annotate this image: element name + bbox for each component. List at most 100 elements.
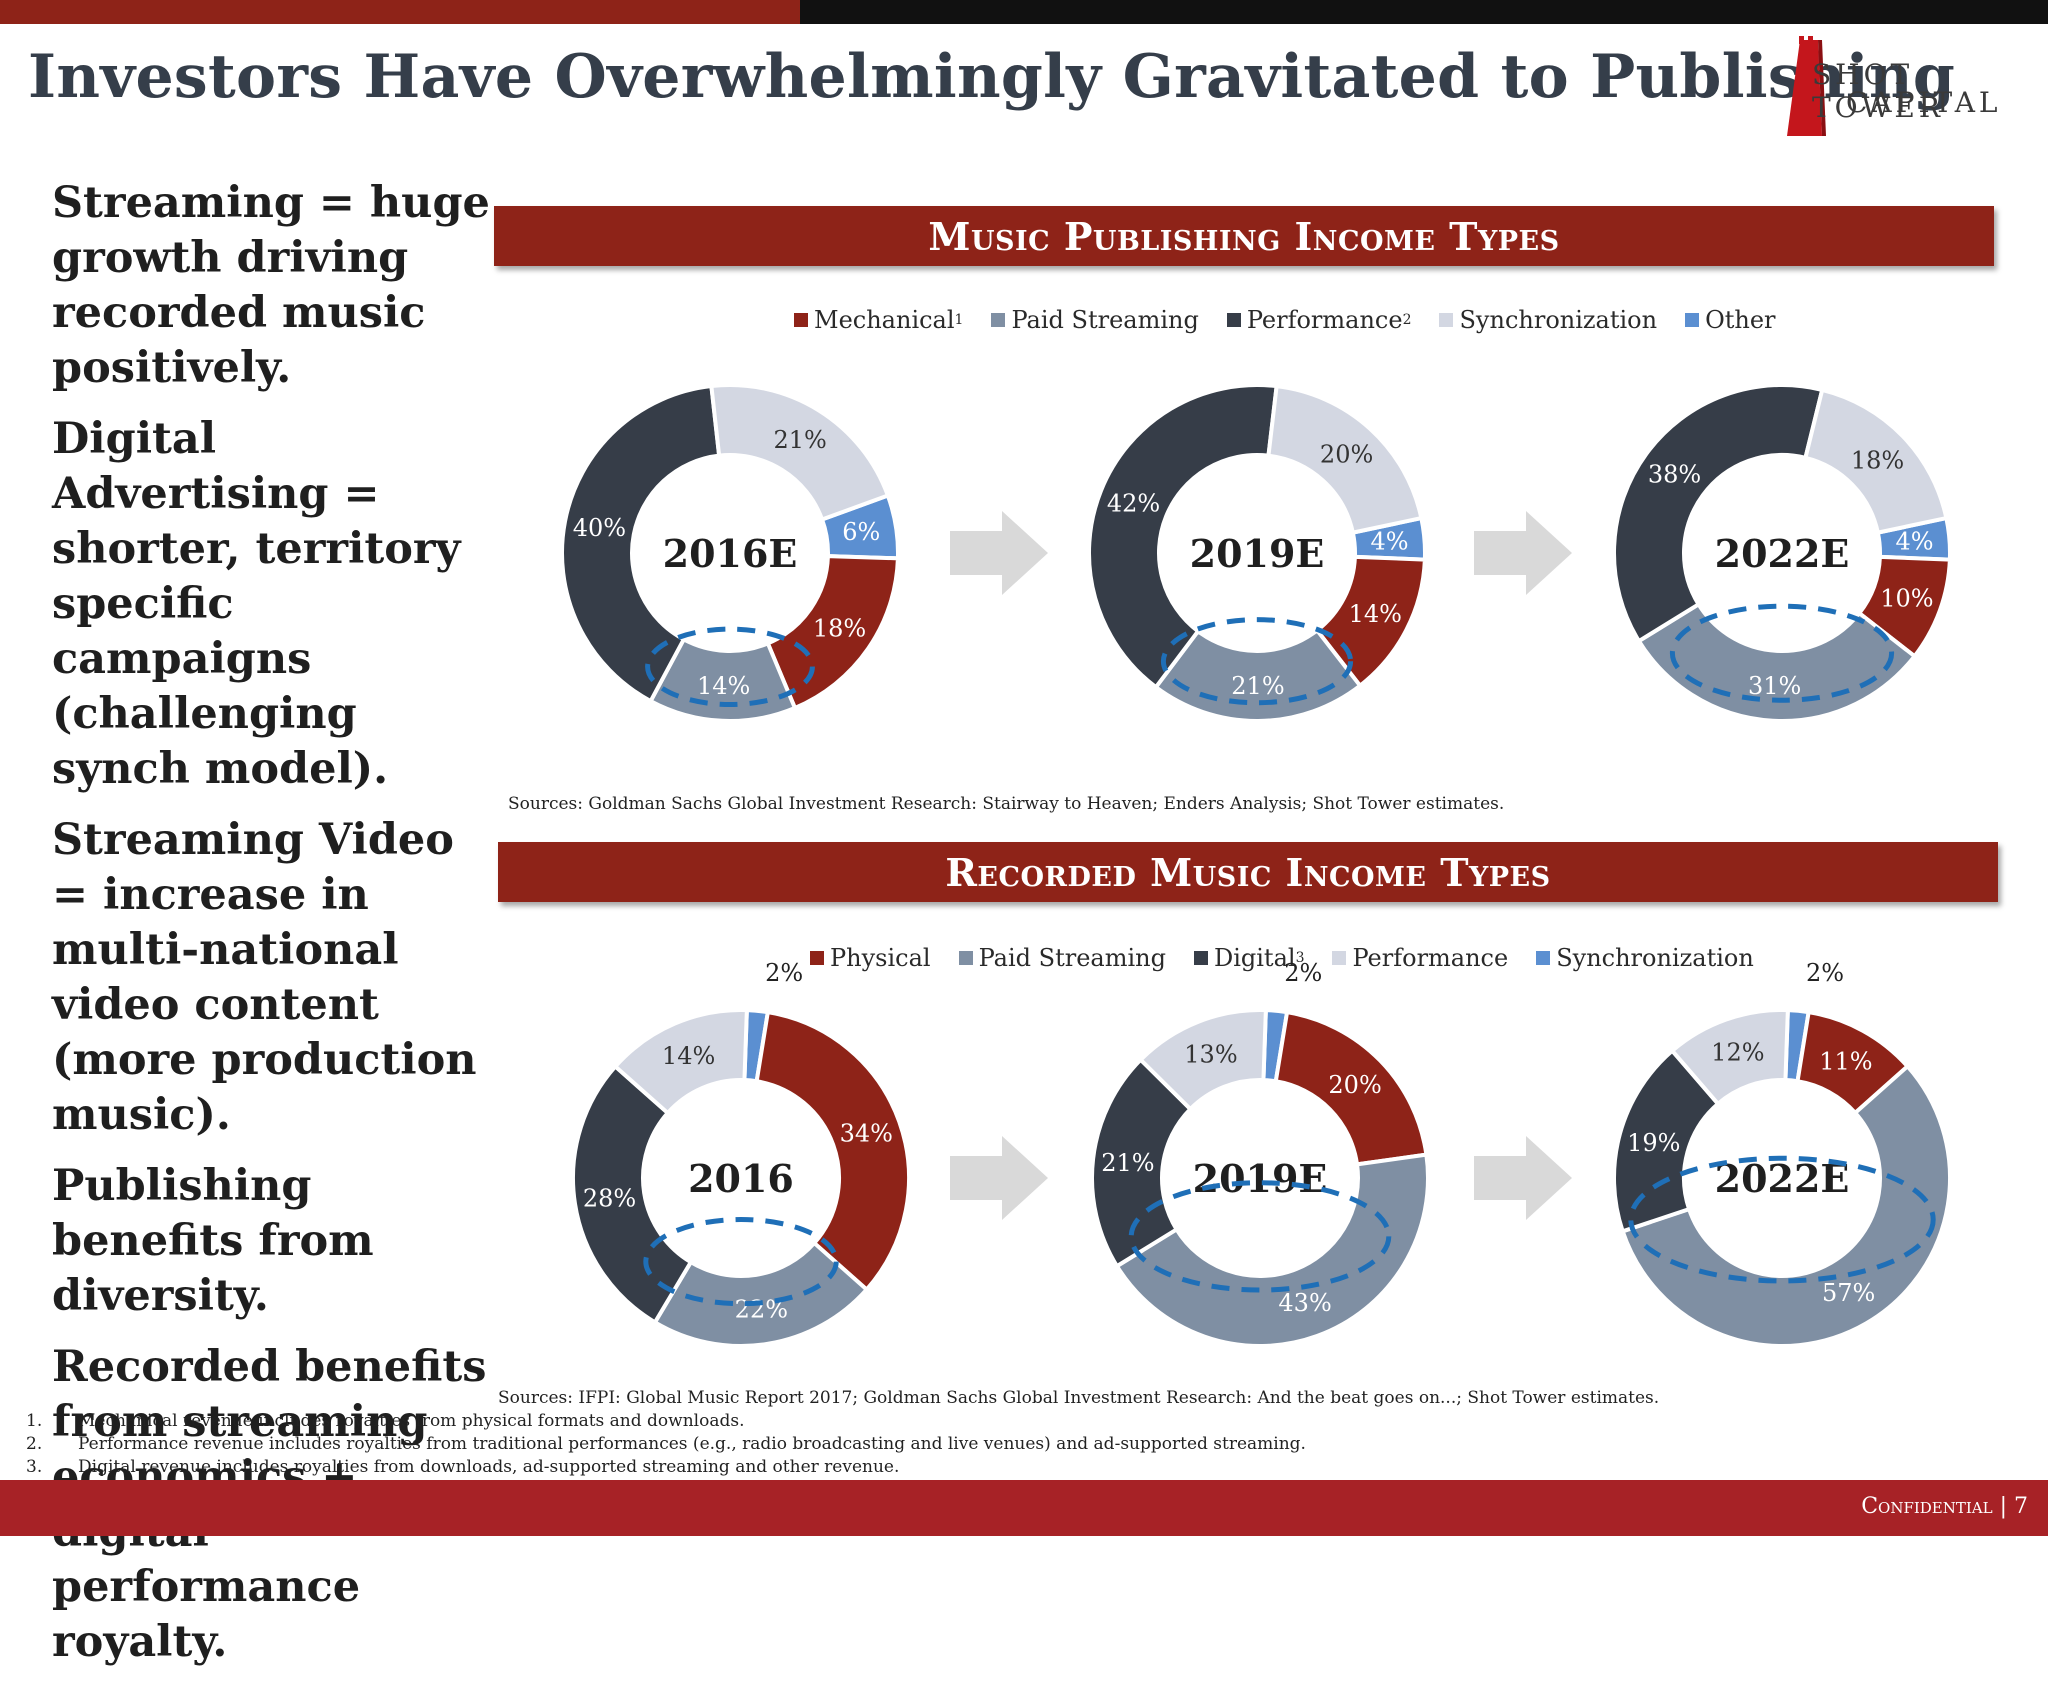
slice-label: 4% bbox=[1895, 528, 1933, 556]
legend-item: Paid Streaming bbox=[991, 306, 1199, 334]
legend-item: Synchronization bbox=[1536, 944, 1754, 972]
publishing-section-banner: Music Publishing Income Types bbox=[494, 206, 1994, 266]
donut-segment bbox=[1636, 601, 1918, 723]
legend-label: Performance bbox=[1352, 944, 1509, 972]
key-point: Streaming Video = increase in multi-nati… bbox=[52, 815, 477, 1140]
slice-label: 40% bbox=[573, 514, 626, 542]
slice-label: 6% bbox=[842, 518, 880, 546]
slice-label: 21% bbox=[1101, 1149, 1154, 1177]
key-point: Digital Advertising = shorter, territory… bbox=[52, 414, 461, 794]
highlight-ellipse bbox=[1128, 1180, 1392, 1293]
donut-segment bbox=[571, 1063, 694, 1326]
publishing-source: Sources: Goldman Sachs Global Investment… bbox=[508, 794, 1505, 814]
publishing-legend: Mechanical 1 Paid Streaming Performance 2 … bbox=[794, 306, 1804, 334]
slice-label: 20% bbox=[1328, 1071, 1381, 1099]
slice-label: 10% bbox=[1880, 585, 1933, 613]
slice-label: 4% bbox=[1370, 528, 1408, 556]
donut-charts: 6% 18% 14% 40% 21% 2016E 4% 14% 21% 42% 20% 2019E 4%… bbox=[560, 383, 1952, 1348]
key-point: Publishing benefits from diversity. bbox=[52, 1161, 374, 1321]
legend-label: Paid Streaming bbox=[978, 944, 1166, 972]
slice-label: 38% bbox=[1648, 461, 1701, 489]
donut-segment bbox=[709, 383, 891, 523]
legend-sup: 1 bbox=[954, 312, 964, 328]
legend-item: Paid Streaming bbox=[958, 944, 1166, 972]
legend-label: Synchronization bbox=[1459, 306, 1658, 334]
legend-label: Synchronization bbox=[1556, 944, 1754, 972]
slice-label: 14% bbox=[1349, 600, 1402, 628]
legend-item: Synchronization bbox=[1439, 306, 1657, 334]
legend-item: Performance 2 bbox=[1226, 306, 1411, 334]
donut-segment bbox=[1137, 1008, 1268, 1112]
donut-center-label: 2019E bbox=[1193, 1156, 1328, 1201]
donut-segment bbox=[1669, 1008, 1790, 1107]
legend-item: Physical bbox=[810, 944, 931, 972]
highlight-ellipse bbox=[645, 626, 815, 707]
slice-label: 21% bbox=[773, 426, 826, 454]
arrow-icon bbox=[950, 511, 1048, 595]
footnote-number: 1. bbox=[26, 1411, 43, 1431]
legend-item: Mechanical 1 bbox=[794, 306, 963, 334]
highlight-ellipse bbox=[643, 1217, 839, 1307]
legend-swatch bbox=[794, 313, 808, 327]
slice-label: 14% bbox=[697, 672, 750, 700]
legend-swatch bbox=[991, 313, 1006, 327]
footnote-text: Performance revenue includes royalties f… bbox=[78, 1434, 1306, 1454]
legend-item: Other bbox=[1685, 306, 1776, 334]
slice-label: 34% bbox=[840, 1119, 893, 1147]
slice-label: 18% bbox=[813, 614, 866, 642]
legend-swatch bbox=[1193, 951, 1208, 965]
donut-segment bbox=[754, 1009, 911, 1293]
legend-label: Mechanical bbox=[814, 306, 955, 334]
highlight-ellipse bbox=[1669, 603, 1895, 703]
legend-label: Digital bbox=[1213, 944, 1296, 972]
legend-sup: 3 bbox=[1295, 950, 1305, 966]
footnotes: 1. Mechanical revenue includes royalties … bbox=[26, 1410, 1306, 1479]
highlight-ellipse bbox=[1160, 617, 1354, 706]
arrow-icon bbox=[1474, 1136, 1572, 1220]
donut-center-label: 2019E bbox=[1190, 531, 1325, 576]
slice-label: 11% bbox=[1819, 1047, 1872, 1075]
slice-label: 14% bbox=[662, 1042, 715, 1070]
slice-label: 42% bbox=[1107, 489, 1160, 517]
slice-label: 12% bbox=[1711, 1039, 1764, 1067]
legend-label: Performance bbox=[1246, 306, 1403, 334]
slice-label: 2% bbox=[765, 959, 803, 987]
legend-swatch bbox=[1332, 951, 1347, 965]
donut-segment bbox=[652, 1240, 870, 1348]
footnote-number: 3. bbox=[26, 1457, 43, 1477]
slice-label: 20% bbox=[1320, 441, 1373, 469]
donut-center-label: 2016 bbox=[688, 1156, 794, 1201]
slice-label: 13% bbox=[1184, 1040, 1237, 1068]
slice-label: 21% bbox=[1231, 672, 1284, 700]
arrow-icon bbox=[950, 1136, 1048, 1220]
donut-segment bbox=[560, 383, 722, 704]
legend-item: Performance bbox=[1332, 944, 1508, 972]
footnote-text: Digital revenue includes royalties from … bbox=[78, 1457, 900, 1477]
donut-center-label: 2022E bbox=[1715, 1156, 1850, 1201]
slice-label: 57% bbox=[1822, 1279, 1875, 1307]
donut-segment bbox=[612, 1008, 749, 1116]
donut-segment bbox=[1114, 1152, 1430, 1348]
slice-label: 18% bbox=[1851, 446, 1904, 474]
footnote-number: 2. bbox=[26, 1434, 43, 1454]
recorded-source: Sources: IFPI: Global Music Report 2017;… bbox=[498, 1388, 1660, 1408]
donut-segment bbox=[1620, 1063, 1952, 1348]
donut-segment bbox=[1090, 1056, 1194, 1269]
shot-tower-logo-icon bbox=[1787, 36, 1826, 136]
slice-label: 31% bbox=[1748, 672, 1801, 700]
recorded-legend: Physical Paid Streaming Digital 3 Perform… bbox=[810, 944, 1782, 972]
arrow-icon bbox=[1474, 511, 1572, 595]
donut-segment bbox=[1087, 383, 1279, 690]
bottom-bar bbox=[0, 1480, 2048, 1536]
footnote: 3. Digital revenue includes royalties fro… bbox=[26, 1456, 1306, 1479]
logo-text-line1: SHOT TOWER bbox=[1812, 58, 1944, 124]
top-accent-bar-red bbox=[0, 0, 800, 24]
legend-label: Physical bbox=[830, 944, 931, 972]
legend-swatch bbox=[1226, 313, 1241, 327]
legend-label: Other bbox=[1705, 306, 1776, 334]
footnote: 2. Performance revenue includes royalties… bbox=[26, 1433, 1306, 1456]
footnote-text: Mechanical revenue includes royalties fr… bbox=[78, 1411, 745, 1431]
slice-label: 2% bbox=[1284, 959, 1322, 987]
slice-label: 28% bbox=[583, 1184, 636, 1212]
slide-title: Investors Have Overwhelmingly Gravitated… bbox=[28, 42, 1956, 112]
